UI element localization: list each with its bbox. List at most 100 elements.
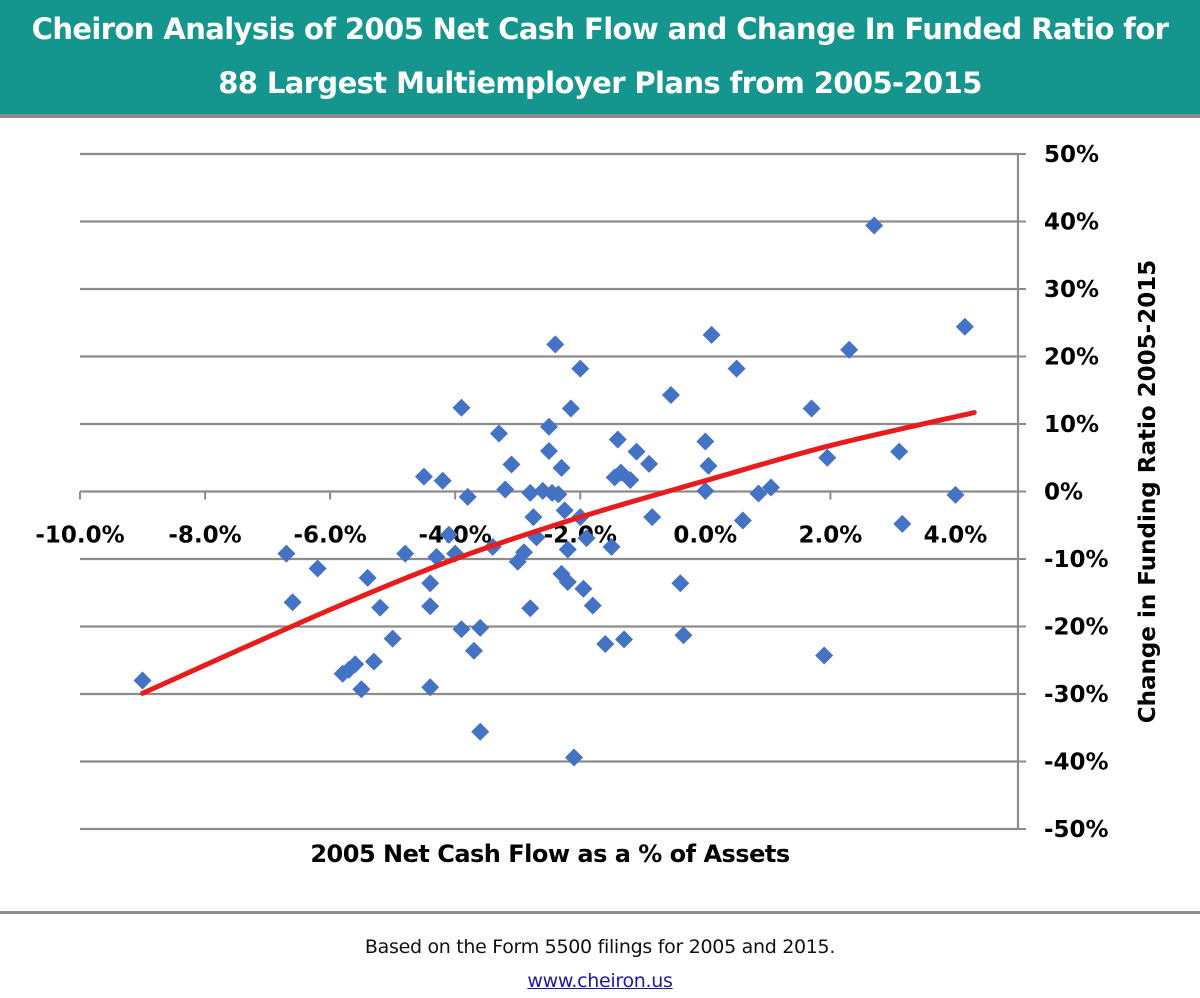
data-point <box>308 559 327 578</box>
data-point <box>514 543 533 562</box>
data-point <box>761 478 780 497</box>
y-tick-label: 40% <box>1044 210 1099 236</box>
data-point <box>946 485 965 504</box>
data-point <box>371 598 390 617</box>
data-point <box>364 652 383 671</box>
data-point <box>627 442 646 461</box>
data-point <box>396 544 415 563</box>
data-point <box>433 471 452 490</box>
data-point <box>621 471 640 490</box>
data-point <box>571 359 590 378</box>
y-tick-label: -40% <box>1044 750 1109 776</box>
data-point <box>552 458 571 477</box>
website-link[interactable]: www.cheiron.us <box>527 970 673 992</box>
data-point <box>608 430 627 449</box>
data-point <box>489 424 508 443</box>
data-point <box>815 646 834 665</box>
data-point <box>696 481 715 500</box>
y-axis-label: Change in Funding Ratio 2005-2015 <box>1135 260 1161 723</box>
data-point <box>840 340 859 359</box>
data-point <box>893 514 912 533</box>
data-point <box>496 480 515 499</box>
chart-title-line-1: Cheiron Analysis of 2005 Net Cash Flow a… <box>31 12 1169 46</box>
data-point <box>615 630 634 649</box>
data-point <box>524 508 543 527</box>
data-points <box>133 216 974 767</box>
y-axis-tick-labels: 50% 40% 30% 20% 10% 0% -10% -20% -30% -40% -50% <box>1044 142 1109 838</box>
data-point <box>458 487 477 506</box>
data-point <box>464 641 483 660</box>
data-point <box>699 456 718 475</box>
data-point <box>549 485 568 504</box>
data-point <box>421 678 440 697</box>
x-axis-label: 2005 Net Cash Flow as a % of Assets <box>310 840 790 868</box>
data-point <box>702 325 721 344</box>
x-tick-label: -10.0% <box>35 523 124 549</box>
data-point <box>643 508 662 527</box>
y-tick-label: -20% <box>1044 615 1109 641</box>
data-point <box>558 540 577 559</box>
data-point <box>661 385 680 404</box>
data-point <box>277 544 296 563</box>
source-note: Based on the Form 5500 filings for 2005 … <box>364 936 836 958</box>
data-point <box>452 398 471 417</box>
trendline <box>140 410 977 696</box>
data-point <box>502 455 521 474</box>
data-point <box>577 529 596 548</box>
data-point <box>540 442 558 460</box>
data-point <box>596 635 615 654</box>
data-point <box>358 568 377 587</box>
data-point <box>602 537 621 556</box>
data-point <box>521 599 540 618</box>
data-point <box>427 547 446 566</box>
x-tick-label: 4.0% <box>924 523 988 549</box>
data-point <box>671 574 690 593</box>
footer-divider <box>0 911 1200 914</box>
data-point <box>955 317 974 336</box>
data-point <box>133 671 152 690</box>
data-point <box>414 467 433 486</box>
data-point <box>583 596 602 615</box>
data-point <box>733 511 752 530</box>
data-point <box>640 454 659 473</box>
data-point <box>561 399 580 418</box>
y-tick-label: -10% <box>1044 547 1109 573</box>
data-point <box>749 484 768 503</box>
x-tick-label: -8.0% <box>168 523 241 549</box>
data-point <box>674 626 693 645</box>
y-tick-label: 10% <box>1044 412 1099 438</box>
x-tick-label: 0.0% <box>673 523 737 549</box>
data-point <box>346 655 365 674</box>
y-tick-label: -50% <box>1044 817 1109 838</box>
y-tick-label: 20% <box>1044 345 1099 371</box>
data-point <box>421 597 440 616</box>
data-point <box>565 748 584 767</box>
title-banner: Cheiron Analysis of 2005 Net Cash Flow a… <box>0 0 1200 118</box>
data-point <box>696 432 715 451</box>
data-point <box>558 572 577 591</box>
data-point <box>890 442 909 461</box>
x-tick-label: -6.0% <box>293 523 366 549</box>
data-point <box>352 680 371 699</box>
scatter-chart: -10.0%-8.0%-6.0%-4.0%-2.0%0.0%2.0%4.0% 5… <box>35 142 1161 838</box>
data-point <box>439 525 458 544</box>
chart-title-line-2: 88 Largest Multiemployer Plans from 2005… <box>218 66 982 100</box>
data-point <box>802 399 821 418</box>
x-tick-label: 2.0% <box>799 523 863 549</box>
y-tick-label: 30% <box>1044 277 1099 303</box>
x-axis-tick-labels: -10.0%-8.0%-6.0%-4.0%-2.0%0.0%2.0%4.0% <box>35 523 987 549</box>
data-point <box>818 448 837 467</box>
data-point <box>555 501 574 520</box>
data-point <box>546 335 565 354</box>
data-point <box>471 722 490 741</box>
data-point <box>421 574 440 593</box>
data-point <box>540 417 558 436</box>
y-tick-label: 0% <box>1044 480 1083 506</box>
data-point <box>727 359 746 378</box>
data-point <box>383 629 402 648</box>
data-point <box>452 620 471 639</box>
data-point <box>471 618 490 637</box>
data-point <box>283 593 302 612</box>
data-point <box>574 579 593 598</box>
y-tick-label: -30% <box>1044 682 1109 708</box>
